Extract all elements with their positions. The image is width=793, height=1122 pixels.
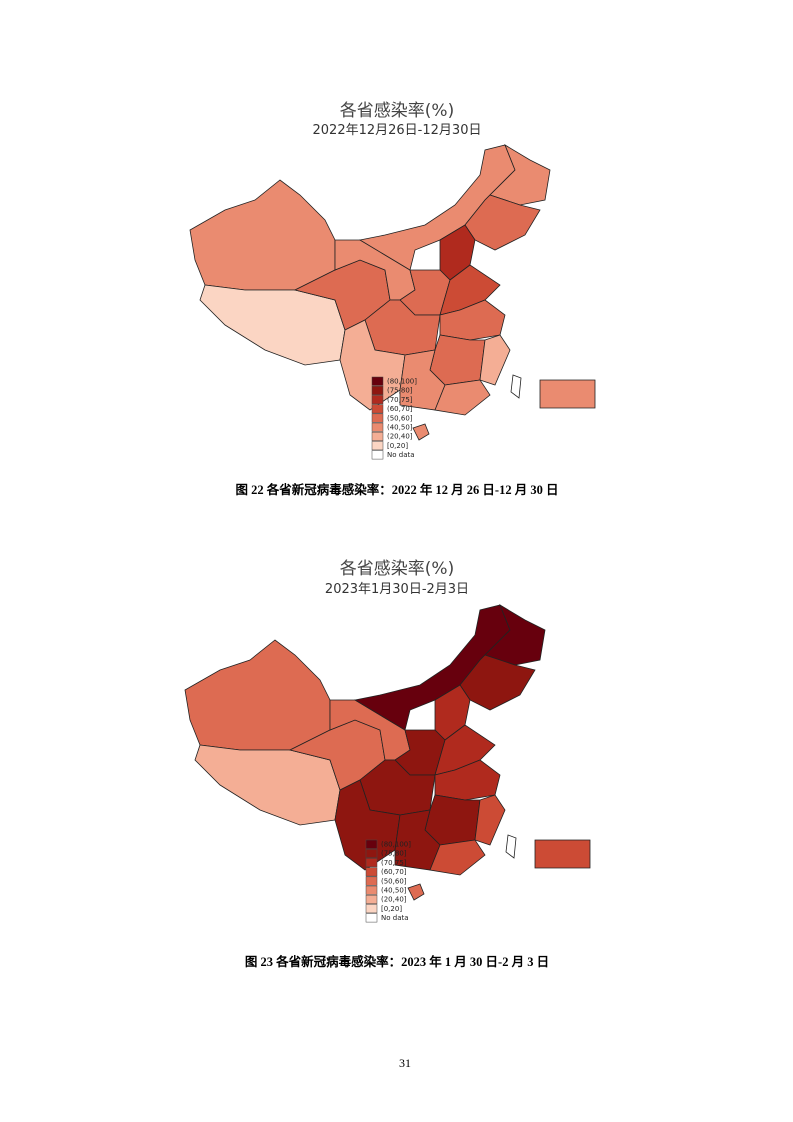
province-region	[459, 654, 536, 711]
legend-swatch	[365, 867, 378, 877]
legend-swatch	[371, 422, 384, 432]
legend-swatch	[365, 885, 378, 895]
legend-label: (40,50]	[387, 424, 413, 432]
province-region	[434, 379, 491, 416]
legend-swatch	[371, 450, 384, 460]
legend-swatch	[371, 376, 384, 386]
province-region	[429, 334, 486, 386]
legend-label: (80,100]	[387, 378, 417, 386]
page-number: 31	[399, 1056, 411, 1070]
province-region	[429, 839, 486, 876]
legend-swatch	[371, 385, 384, 395]
map-subtitle: 2022年12月26日-12月30日	[313, 123, 482, 138]
province-region	[479, 334, 511, 386]
legend-label: (70,75]	[387, 396, 413, 404]
province-region	[489, 144, 551, 206]
legend-swatch	[365, 848, 378, 858]
legend-swatch	[371, 431, 384, 441]
legend-label: (50,60]	[381, 877, 407, 885]
legend-label: [0,20]	[387, 442, 408, 450]
legend-swatch	[371, 395, 384, 405]
legend-label: (70,75]	[381, 859, 407, 867]
legend-label: [0,20]	[381, 905, 402, 913]
province-region	[539, 379, 596, 409]
china-map	[184, 604, 591, 901]
legend-label: (60,70]	[387, 405, 413, 413]
province-region	[184, 639, 331, 751]
province-region	[424, 794, 481, 846]
legend-swatch	[365, 858, 378, 868]
legend-label: (75,80]	[381, 850, 407, 858]
province-region	[189, 179, 336, 291]
province-region	[412, 423, 430, 441]
legend-label: No data	[387, 451, 415, 459]
legend-swatch	[365, 894, 378, 904]
legend-label: (40,50]	[381, 887, 407, 895]
figure-caption: 图 22 各省新冠病毒感染率：2022 年 12 月 26 日-12 月 30 …	[236, 482, 559, 497]
province-region	[505, 834, 517, 859]
map-title: 各省感染率(%)	[340, 559, 454, 579]
legend-swatch	[365, 913, 378, 923]
china-map	[189, 144, 596, 441]
figure-caption: 图 23 各省新冠病毒感染率：2023 年 1 月 30 日-2 月 3 日	[245, 954, 549, 969]
province-region	[484, 604, 546, 666]
legend-label: (75,80]	[387, 387, 413, 395]
legend-label: (50,60]	[387, 414, 413, 422]
province-region	[474, 794, 506, 846]
map-title: 各省感染率(%)	[340, 101, 454, 121]
province-region	[510, 374, 522, 399]
map-subtitle: 2023年1月30日-2月3日	[325, 582, 469, 597]
legend-swatch	[371, 404, 384, 414]
legend-swatch	[365, 839, 378, 849]
province-region	[464, 194, 541, 251]
province-region	[407, 883, 425, 901]
legend-label: (60,70]	[381, 868, 407, 876]
legend-swatch	[365, 904, 378, 914]
legend-swatch	[371, 441, 384, 451]
legend-swatch	[365, 876, 378, 886]
legend-swatch	[371, 413, 384, 423]
legend-label: (20,40]	[381, 896, 407, 904]
legend-label: (20,40]	[387, 433, 413, 441]
province-region	[534, 839, 591, 869]
legend-label: (80,100]	[381, 841, 411, 849]
legend-label: No data	[381, 914, 409, 922]
